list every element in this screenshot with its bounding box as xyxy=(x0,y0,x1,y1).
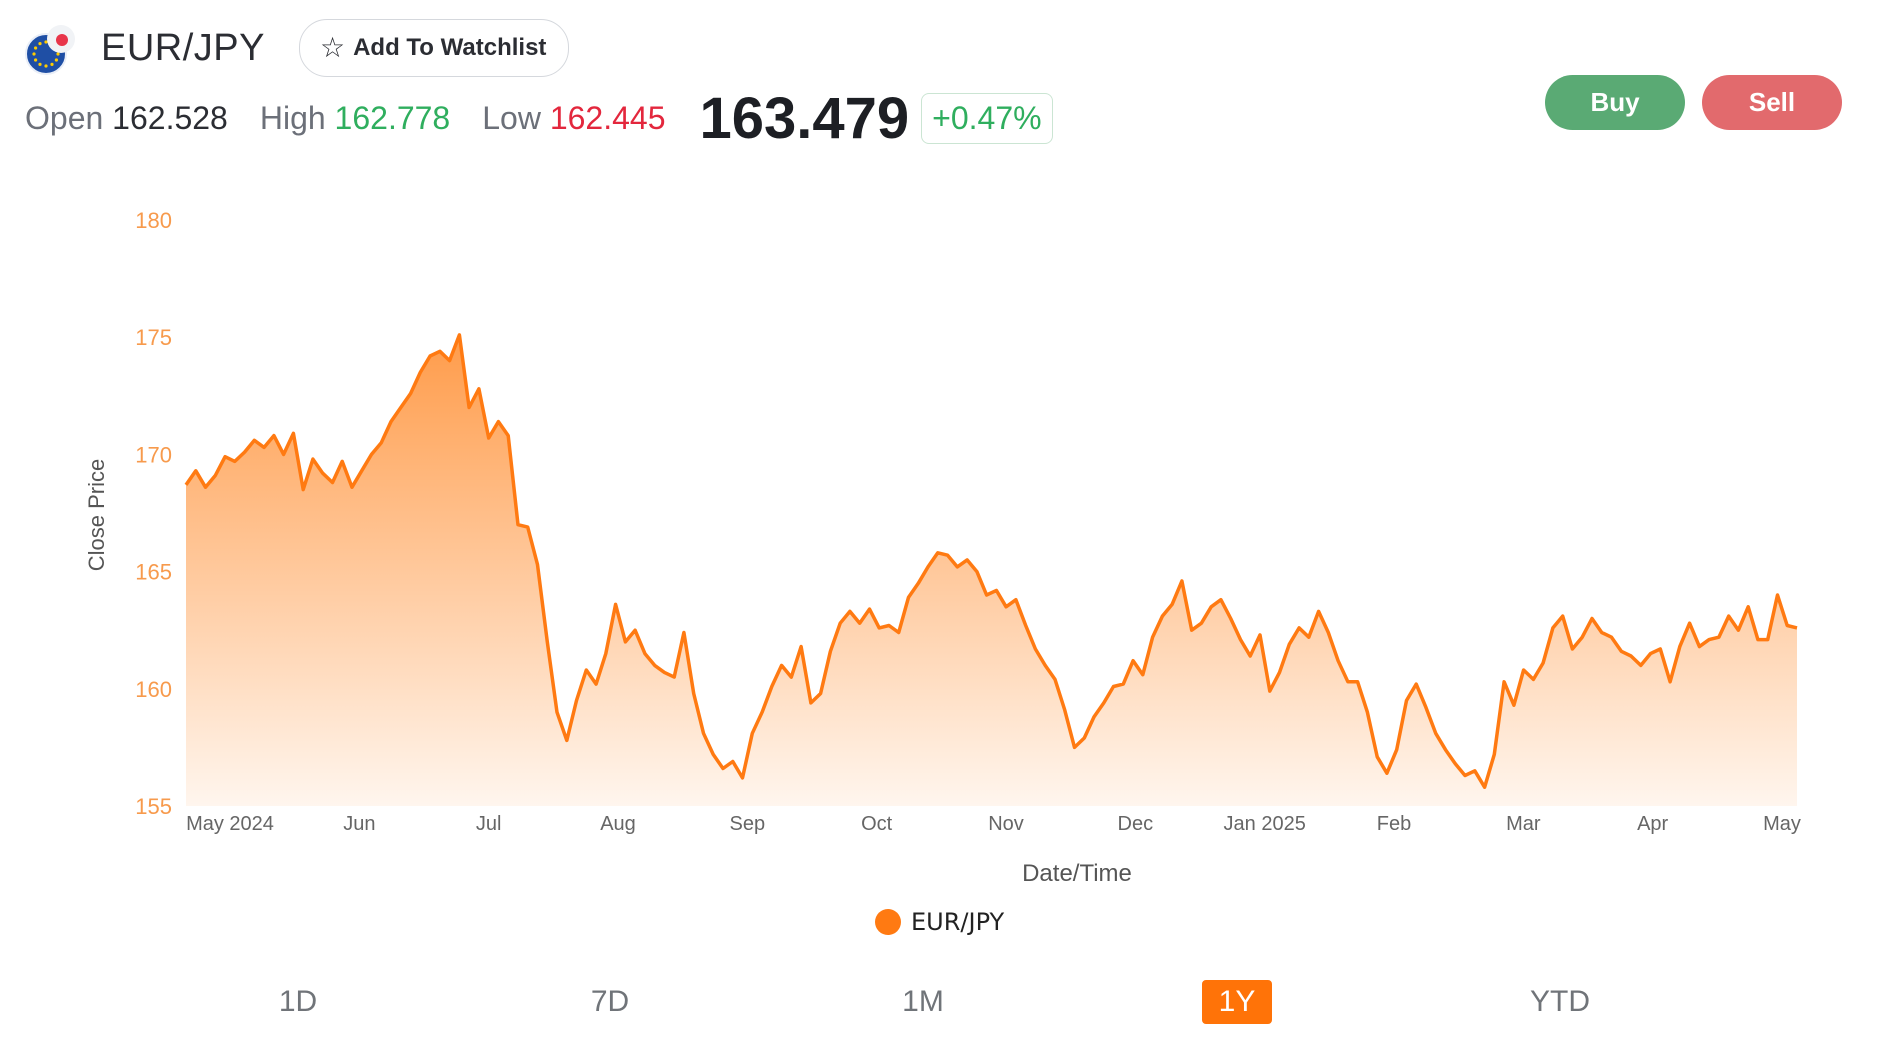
high-label: High xyxy=(259,99,326,136)
buy-button[interactable]: Buy xyxy=(1545,75,1685,130)
price-area-fill xyxy=(186,334,1797,806)
change-badge: +0.47% xyxy=(921,92,1053,144)
chart-legend: EUR/JPY xyxy=(875,908,1004,936)
currency-pair-flags xyxy=(25,25,75,75)
x-tick-label: Jul xyxy=(476,813,502,835)
x-tick-label: Aug xyxy=(600,813,636,835)
last-price: 163.479 xyxy=(699,85,910,151)
add-to-watchlist-button[interactable]: ☆ Add To Watchlist xyxy=(298,19,570,77)
x-tick-label: Dec xyxy=(1118,813,1154,835)
x-tick-label: Jun xyxy=(343,813,375,835)
legend-label: EUR/JPY xyxy=(911,908,1005,936)
low-value: 162.445 xyxy=(549,99,666,136)
x-tick-label: Apr xyxy=(1637,813,1668,835)
y-tick-label: 180 xyxy=(135,208,172,233)
low-stat: Low 162.445 xyxy=(482,100,665,137)
high-stat: High 162.778 xyxy=(260,100,450,137)
x-tick-label: Sep xyxy=(730,813,766,835)
high-value: 162.778 xyxy=(334,99,451,136)
x-tick-label: Nov xyxy=(988,813,1024,835)
sell-button[interactable]: Sell xyxy=(1702,75,1842,130)
pair-title: EUR/JPY xyxy=(101,26,265,69)
x-tick-label: Mar xyxy=(1506,813,1541,835)
range-1m-button[interactable]: 1M xyxy=(902,985,944,1018)
open-value: 162.528 xyxy=(112,99,228,136)
range-1d-button[interactable]: 1D xyxy=(278,985,318,1018)
x-tick-label: Feb xyxy=(1377,813,1411,835)
y-axis-title: Close Price xyxy=(84,459,109,571)
range-ytd-button[interactable]: YTD xyxy=(1530,985,1590,1018)
x-tick-label: May xyxy=(1763,813,1801,835)
open-label: Open xyxy=(25,99,104,136)
star-icon: ☆ xyxy=(319,32,346,63)
y-tick-label: 175 xyxy=(135,325,172,350)
open-stat: Open 162.528 xyxy=(25,100,228,137)
y-tick-label: 170 xyxy=(135,442,172,467)
x-tick-label: Oct xyxy=(861,813,893,835)
range-7d-button[interactable]: 7D xyxy=(590,985,630,1018)
y-tick-label: 160 xyxy=(135,677,172,702)
y-tick-label: 165 xyxy=(135,560,172,585)
y-tick-label: 155 xyxy=(135,794,172,819)
x-axis-title: Date/Time xyxy=(1022,860,1132,887)
instrument-header: EUR/JPY ☆ Add To Watchlist xyxy=(25,18,570,78)
x-tick-label: Jan 2025 xyxy=(1224,813,1306,835)
y-axis: 155 160 165 170 175 180 xyxy=(135,208,172,819)
range-1y-button[interactable]: 1Y xyxy=(1202,980,1272,1024)
price-line xyxy=(184,333,1798,789)
x-axis: May 2024 Jun Jul Aug Sep Oct Nov Dec Jan 2025 Feb… xyxy=(186,813,1801,835)
legend-swatch xyxy=(875,909,901,935)
add-to-watchlist-label: Add To Watchlist xyxy=(353,34,547,61)
japan-flag-icon xyxy=(47,25,75,53)
x-tick-label: May 2024 xyxy=(186,813,274,835)
low-label: Low xyxy=(482,99,541,136)
price-stats: Open 162.528 High 162.778 Low 162.445 16… xyxy=(25,86,1053,151)
